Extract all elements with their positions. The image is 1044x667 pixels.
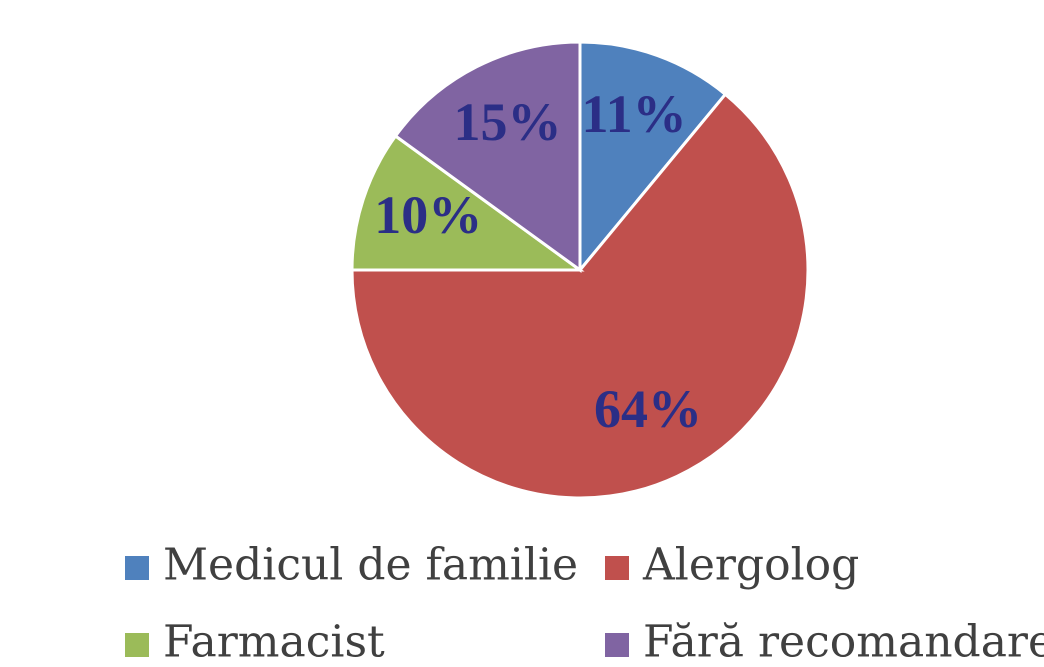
- value-label: 15%: [454, 92, 562, 152]
- legend-label: Fără recomandare: [643, 617, 1044, 667]
- value-label: 64%: [594, 379, 702, 439]
- pie-slice: [350, 133, 585, 272]
- legend-swatch: [125, 633, 149, 657]
- pie-slice: [393, 40, 582, 273]
- value-label: 10%: [374, 185, 482, 245]
- legend-label: Farmacist: [163, 617, 385, 667]
- legend-swatch: [125, 556, 149, 580]
- pie-slice: [578, 40, 728, 275]
- legend-label: Medicul de familie: [163, 540, 578, 591]
- legend-swatch: [605, 556, 629, 580]
- pie-slice: [350, 92, 810, 500]
- value-label: 11%: [582, 84, 687, 144]
- legend-swatch: [605, 633, 629, 657]
- legend-label: Alergolog: [642, 540, 859, 591]
